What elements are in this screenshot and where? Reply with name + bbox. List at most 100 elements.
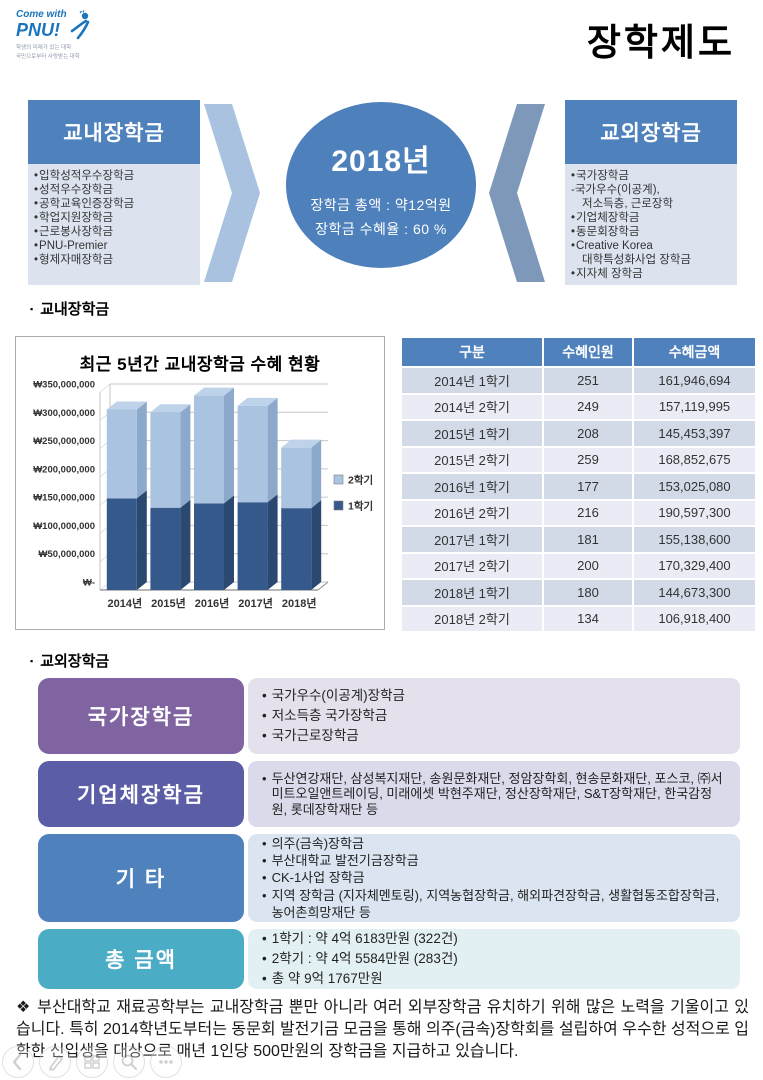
off-campus-row: 총 금액 • 1학기 : 약 4억 6183만원 (322건) • 2학기 : 약 4억… bbox=[38, 929, 740, 989]
row-detail-panel: • 1학기 : 약 4억 6183만원 (322건) • 2학기 : 약 4억 558… bbox=[248, 929, 740, 989]
svg-text:₩-: ₩- bbox=[83, 578, 95, 589]
row-detail-text: 2학기 : 약 4억 5584만원 (283건) bbox=[271, 950, 458, 966]
box-list-item: 저소득층, 근로장학 bbox=[582, 198, 674, 211]
pnu-logo: Come with PNU! 학생의 미래가 있는 대학 국민으로부터 사랑받는… bbox=[16, 10, 136, 63]
table-row: 2017년 2학기 200 170,329,400 bbox=[402, 553, 755, 578]
table-cell: 168,852,675 bbox=[634, 447, 755, 472]
table-row: 2018년 1학기 180 144,673,300 bbox=[402, 580, 755, 605]
row-category-tag: 기 타 bbox=[38, 834, 244, 922]
row-detail-item: • 2학기 : 약 4억 5584만원 (283건) bbox=[262, 949, 726, 969]
pen-icon bbox=[49, 1055, 63, 1071]
row-detail-item: • 지역 장학금 (지자체멘토링), 지역농협장학금, 해외파견장학금, 생활협동… bbox=[262, 887, 726, 922]
bullet-icon: • bbox=[571, 226, 576, 239]
bullet-icon: • bbox=[262, 687, 267, 703]
table-cell: 190,597,300 bbox=[634, 500, 755, 525]
svg-text:2015년: 2015년 bbox=[151, 596, 186, 610]
row-detail-panel: • 두산연강재단, 삼성복지재단, 송원문화재단, 정암장학회, 현송문화재단, … bbox=[248, 761, 740, 827]
table-row: 2016년 1학기 177 153,025,080 bbox=[402, 474, 755, 499]
box-list-item: •PNU-Premier bbox=[34, 240, 108, 253]
table-row: 2014년 2학기 249 157,119,995 bbox=[402, 394, 755, 419]
bullet-icon: • bbox=[34, 184, 39, 197]
table-cell: 2017년 1학기 bbox=[402, 527, 542, 552]
svg-text:₩150,000,000: ₩150,000,000 bbox=[33, 493, 95, 504]
box-list-item: •국가장학금 bbox=[571, 170, 629, 182]
on-campus-box: 교내장학금 •입학성적우수장학금 •성적우수장학금 •공학교육인증장학금 •학업지원장… bbox=[28, 100, 200, 285]
bullet-icon: • bbox=[34, 240, 39, 253]
row-detail-text: 두산연강재단, 삼성복지재단, 송원문화재단, 정암장학회, 현송문화재단, 포… bbox=[271, 771, 723, 817]
table-cell: 249 bbox=[544, 394, 632, 419]
svg-text:₩50,000,000: ₩50,000,000 bbox=[38, 549, 95, 560]
on-campus-box-title: 교내장학금 bbox=[28, 100, 200, 164]
bullet-icon: • bbox=[262, 930, 267, 946]
table-cell: 161,946,694 bbox=[634, 368, 755, 393]
bullet-icon: • bbox=[262, 870, 267, 886]
on-campus-box-items: •입학성적우수장학금 •성적우수장학금 •공학교육인증장학금 •학업지원장학금 •근로봉… bbox=[28, 164, 200, 267]
chart-title: 최근 5년간 교내장학금 수혜 현황 bbox=[79, 355, 321, 374]
bullet-icon: • bbox=[34, 212, 39, 225]
chart-panel: 최근 5년간 교내장학금 수혜 현황 ₩- ₩50,000,000 ₩100,000… bbox=[15, 336, 385, 630]
row-detail-text: 총 약 9억 1767만원 bbox=[271, 971, 383, 987]
chevron-left-shape bbox=[489, 104, 545, 282]
off-campus-box-title: 교외장학금 bbox=[565, 100, 737, 164]
table-cell: 251 bbox=[544, 368, 632, 393]
row-detail-item: • CK-1사업 장학금 bbox=[262, 869, 726, 886]
row-detail-text: 국가근로장학금 bbox=[271, 728, 359, 744]
circle-year: 2018년 bbox=[331, 145, 431, 178]
logo-come-with: Come with bbox=[16, 9, 67, 20]
table-header-cell: 구분 bbox=[402, 338, 542, 366]
table-row: 2014년 1학기 251 161,946,694 bbox=[402, 368, 755, 393]
year-summary-circle: 2018년 장학금 총액 : 약12억원 장학금 수혜율 : 60 % bbox=[286, 102, 476, 268]
row-category-tag: 총 금액 bbox=[38, 929, 244, 989]
box-list-item: -국가우수(이공계), bbox=[571, 184, 660, 197]
table-cell: 2015년 2학기 bbox=[402, 447, 542, 472]
table-cell: 106,918,400 bbox=[634, 606, 755, 631]
table-row: 2016년 2학기 216 190,597,300 bbox=[402, 500, 755, 525]
off-campus-row: 국가장학금 • 국가우수(이공계)장학금 • 저소득층 국가장학금 • 국가근로장학금 bbox=[38, 678, 740, 754]
table-cell: 216 bbox=[544, 500, 632, 525]
zoom-button[interactable] bbox=[113, 1046, 145, 1078]
row-detail-item: • 총 약 9억 1767만원 bbox=[262, 969, 726, 989]
table-cell: 2018년 1학기 bbox=[402, 580, 542, 605]
table-cell: 144,673,300 bbox=[634, 580, 755, 605]
bullet-icon: • bbox=[262, 707, 267, 723]
bullet-icon: • bbox=[34, 226, 39, 239]
pen-tools-button[interactable] bbox=[39, 1046, 71, 1078]
bullet-icon: • bbox=[571, 212, 576, 225]
section-off-campus-label: ▪ 교외장학금 bbox=[30, 650, 109, 671]
table-cell: 208 bbox=[544, 421, 632, 446]
diamond-icon: ❖ bbox=[16, 999, 32, 1016]
see-all-slides-button[interactable] bbox=[76, 1046, 108, 1078]
svg-text:2018년: 2018년 bbox=[282, 596, 317, 610]
row-detail-item: • 저소득층 국가장학금 bbox=[262, 706, 726, 726]
bullet-icon: • bbox=[571, 240, 576, 253]
table-cell: 157,119,995 bbox=[634, 394, 755, 419]
section-on-campus-text: 교내장학금 bbox=[40, 301, 110, 318]
stacked-bar-chart: ₩- ₩50,000,000 ₩100,000,000 ₩150,000,000 ₩20… bbox=[33, 380, 373, 611]
bullet-icon: • bbox=[262, 728, 267, 744]
box-list-item: •동문회장학금 bbox=[571, 226, 640, 239]
chevron-left-icon bbox=[12, 1053, 22, 1071]
circle-total-amount: 장학금 총액 : 약12억원 bbox=[310, 197, 452, 213]
more-options-button[interactable] bbox=[150, 1046, 182, 1078]
off-campus-box-items: •국가장학금 -국가우수(이공계), 저소득층, 근로장학 •기업체장학금 •동문회장학… bbox=[565, 164, 737, 281]
box-list-item: •근로봉사장학금 bbox=[34, 226, 114, 239]
logo-pnu-text: PNU! bbox=[16, 20, 60, 40]
table-header-cell: 수혜인원 bbox=[544, 338, 632, 366]
table-row: 2018년 2학기 134 106,918,400 bbox=[402, 606, 755, 631]
bullet-icon: • bbox=[34, 254, 39, 267]
previous-slide-button[interactable] bbox=[2, 1046, 34, 1078]
bullet-icon: • bbox=[262, 950, 267, 966]
bullet-icon: • bbox=[262, 835, 267, 851]
square-bullet-icon: ▪ bbox=[30, 304, 34, 314]
svg-text:₩100,000,000: ₩100,000,000 bbox=[33, 521, 95, 532]
bullet-icon: • bbox=[262, 771, 267, 786]
bullet-icon: • bbox=[34, 170, 39, 182]
off-campus-row: 기업체장학금 • 두산연강재단, 삼성복지재단, 송원문화재단, 정암장학회, 현송… bbox=[38, 761, 740, 827]
row-detail-text: 국가우수(이공계)장학금 bbox=[271, 687, 405, 703]
row-detail-item: • 국가우수(이공계)장학금 bbox=[262, 686, 726, 706]
table-cell: 2018년 2학기 bbox=[402, 606, 542, 631]
scholarship-overview-diagram: 교내장학금 •입학성적우수장학금 •성적우수장학금 •공학교육인증장학금 •학업지원장… bbox=[0, 95, 763, 291]
bullet-icon: • bbox=[571, 268, 576, 281]
table-cell: 2014년 2학기 bbox=[402, 394, 542, 419]
row-detail-text: 의주(금속)장학금 bbox=[271, 835, 364, 851]
